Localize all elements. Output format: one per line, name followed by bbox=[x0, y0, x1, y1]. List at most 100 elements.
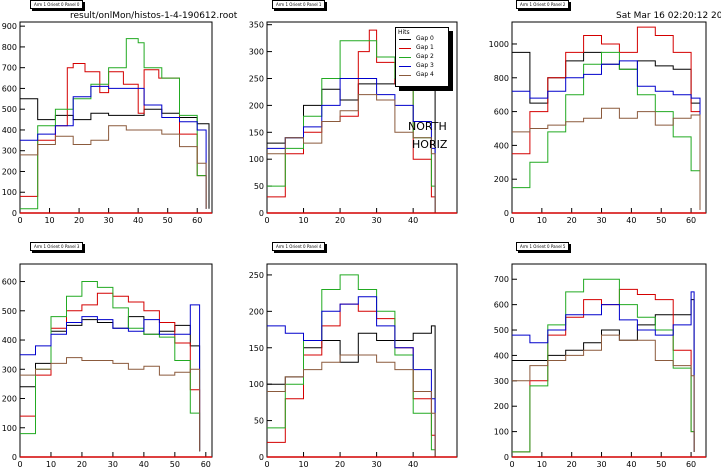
y-tick-label-5: 200 bbox=[494, 402, 509, 411]
y-tick-label-2: 200 bbox=[494, 175, 509, 184]
x-tick-label-4: 10 bbox=[298, 460, 308, 469]
file-name-label: result/onlMon/histos-1-4-190612.root bbox=[70, 11, 238, 21]
y-tick-label-0: 0 bbox=[12, 209, 17, 218]
y-tick-label-4: 50 bbox=[254, 417, 264, 426]
y-tick-label-1: 300 bbox=[249, 48, 264, 57]
series-line-gap-3 bbox=[267, 296, 436, 457]
y-tick-label-3: 300 bbox=[2, 365, 17, 374]
y-tick-label-2: 600 bbox=[494, 108, 509, 117]
y-tick-label-0: 700 bbox=[2, 64, 17, 73]
x-tick-label-1: 0 bbox=[264, 216, 269, 225]
x-tick-label-2: 50 bbox=[656, 216, 666, 225]
x-tick-label-0: 40 bbox=[133, 216, 143, 225]
series-line-gap-1 bbox=[512, 26, 701, 210]
y-tick-label-0: 300 bbox=[2, 147, 17, 156]
plot-frame-2 bbox=[511, 21, 707, 214]
x-tick-label-5: 60 bbox=[686, 460, 696, 469]
x-tick-label-1: 40 bbox=[408, 216, 418, 225]
legend-label: Gap 0 bbox=[416, 35, 434, 42]
x-tick-label-5: 40 bbox=[626, 460, 636, 469]
legend-label: Gap 2 bbox=[416, 53, 434, 60]
x-tick-label-3: 50 bbox=[170, 460, 180, 469]
y-tick-label-3: 500 bbox=[2, 307, 17, 316]
y-tick-label-1: 100 bbox=[249, 155, 264, 164]
series-line-gap-4 bbox=[512, 334, 695, 452]
x-tick-label-2: 40 bbox=[626, 216, 636, 225]
y-tick-label-1: 200 bbox=[249, 101, 264, 110]
series-line-gap-4 bbox=[512, 107, 701, 210]
x-tick-label-1: 30 bbox=[372, 216, 382, 225]
legend-label: Gap 3 bbox=[416, 62, 434, 69]
y-tick-label-3: 100 bbox=[2, 424, 17, 433]
timestamp-label: Sat Mar 16 02:20:12 2006 bbox=[616, 11, 721, 21]
y-tick-label-1: 350 bbox=[249, 21, 264, 30]
x-tick-label-3: 10 bbox=[46, 460, 56, 469]
legend-swatch bbox=[399, 39, 411, 40]
series-line-gap-4 bbox=[267, 94, 436, 213]
y-tick-label-3: 200 bbox=[2, 395, 17, 404]
x-tick-label-0: 20 bbox=[74, 216, 84, 225]
x-tick-label-4: 40 bbox=[408, 460, 418, 469]
legend-swatch bbox=[399, 75, 411, 76]
x-tick-label-5: 50 bbox=[656, 460, 666, 469]
y-tick-label-3: 600 bbox=[2, 278, 17, 287]
y-tick-label-0: 100 bbox=[2, 188, 17, 197]
x-tick-label-0: 30 bbox=[104, 216, 114, 225]
x-tick-label-3: 30 bbox=[108, 460, 118, 469]
y-tick-label-4: 250 bbox=[249, 271, 264, 280]
series-line-gap-2 bbox=[512, 51, 701, 210]
y-tick-label-2: 0 bbox=[504, 209, 509, 218]
side-label-horiz: HORIZ bbox=[412, 138, 448, 151]
y-tick-label-4: 150 bbox=[249, 344, 264, 353]
x-tick-label-1: 10 bbox=[298, 216, 308, 225]
y-tick-label-4: 0 bbox=[259, 453, 264, 462]
x-tick-label-2: 30 bbox=[596, 216, 606, 225]
legend-label: Gap 4 bbox=[416, 71, 434, 78]
y-tick-label-1: 0 bbox=[259, 209, 264, 218]
x-tick-label-3: 0 bbox=[17, 460, 22, 469]
y-tick-label-1: 250 bbox=[249, 74, 264, 83]
y-tick-label-4: 200 bbox=[249, 307, 264, 316]
legend-label: Gap 1 bbox=[416, 44, 434, 51]
y-tick-label-0: 200 bbox=[2, 167, 17, 176]
series-line-gap-3 bbox=[20, 85, 207, 209]
series-line-gap-0 bbox=[512, 299, 695, 452]
y-tick-label-4: 100 bbox=[249, 380, 264, 389]
y-tick-label-0: 800 bbox=[2, 43, 17, 52]
x-tick-label-2: 60 bbox=[686, 216, 696, 225]
x-tick-label-2: 10 bbox=[537, 216, 547, 225]
x-tick-label-5: 10 bbox=[537, 460, 547, 469]
x-tick-label-0: 10 bbox=[44, 216, 54, 225]
series-line-gap-2 bbox=[20, 38, 207, 210]
x-tick-label-0: 60 bbox=[192, 216, 202, 225]
y-tick-label-0: 600 bbox=[2, 84, 17, 93]
y-tick-label-3: 400 bbox=[2, 336, 17, 345]
y-tick-label-1: 50 bbox=[254, 182, 264, 191]
y-tick-label-5: 400 bbox=[494, 351, 509, 360]
x-tick-label-5: 20 bbox=[567, 460, 577, 469]
series-line-gap-2 bbox=[20, 281, 201, 452]
x-tick-label-4: 0 bbox=[264, 460, 269, 469]
y-tick-label-0: 500 bbox=[2, 105, 17, 114]
y-tick-label-5: 500 bbox=[494, 326, 509, 335]
legend: Hits Gap 0 Gap 1 Gap 2 Gap 3 Gap 4 bbox=[395, 27, 449, 87]
legend-item: Gap 4 bbox=[399, 71, 445, 80]
y-tick-label-0: 400 bbox=[2, 126, 17, 135]
x-tick-label-0: 0 bbox=[17, 216, 22, 225]
x-tick-label-3: 20 bbox=[77, 460, 87, 469]
x-tick-label-2: 0 bbox=[509, 216, 514, 225]
panel-title-4: Arm 1 Orient 0 Panel 4 bbox=[272, 242, 326, 251]
panel-title-1: Arm 1 Orient 0 Panel 1 bbox=[272, 0, 326, 9]
series-line-gap-4 bbox=[267, 354, 436, 457]
legend-swatch bbox=[399, 66, 411, 67]
y-tick-label-2: 1000 bbox=[489, 40, 509, 49]
y-tick-label-5: 300 bbox=[494, 377, 509, 386]
y-tick-label-5: 600 bbox=[494, 301, 509, 310]
y-tick-label-2: 800 bbox=[494, 74, 509, 83]
y-tick-label-1: 150 bbox=[249, 128, 264, 137]
series-line-gap-3 bbox=[20, 304, 201, 452]
x-tick-label-4: 30 bbox=[372, 460, 382, 469]
x-tick-label-5: 30 bbox=[596, 460, 606, 469]
panel-title-5: Arm 1 Orient 0 Panel 5 bbox=[516, 242, 570, 251]
